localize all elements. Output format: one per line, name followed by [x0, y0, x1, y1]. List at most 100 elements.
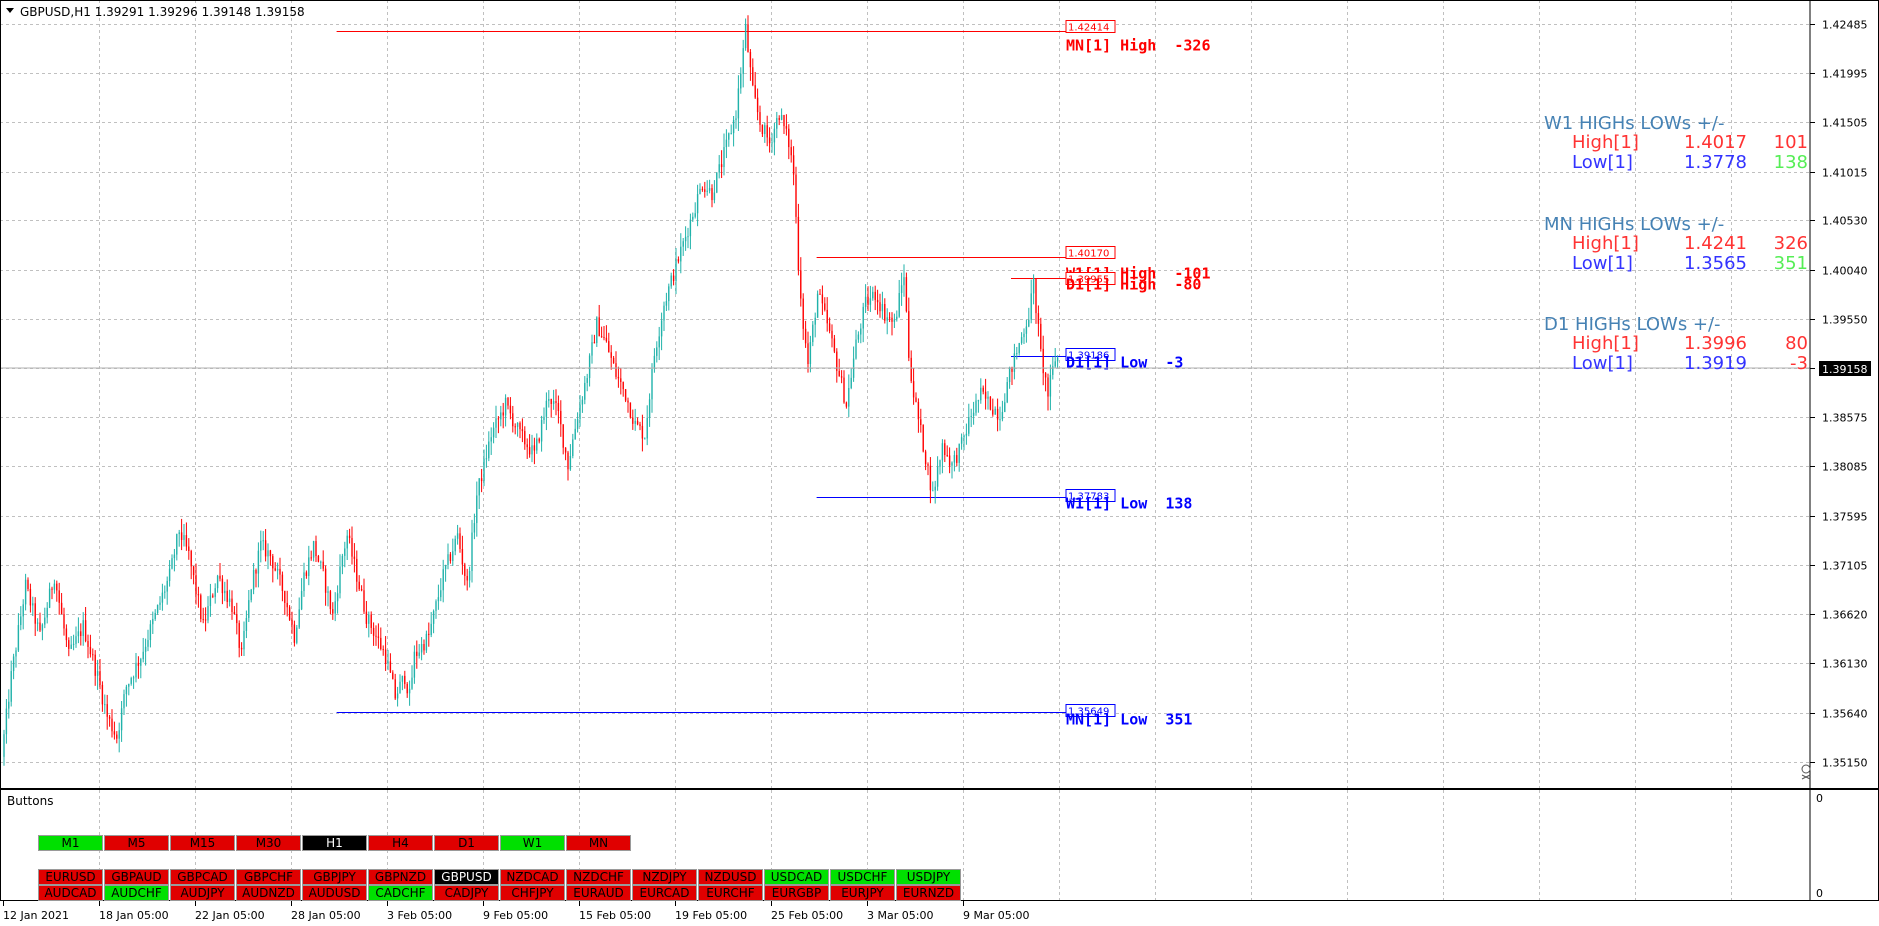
button-audcad[interactable]: AUDCAD [38, 885, 103, 901]
candle [924, 449, 927, 471]
button-m30[interactable]: M30 [236, 835, 301, 851]
info-high-diff: 80 [1785, 333, 1808, 354]
candle [87, 634, 89, 659]
button-usdjpy[interactable]: USDJPY [896, 869, 961, 885]
button-nzdchf[interactable]: NZDCHF [566, 869, 631, 885]
candle [300, 578, 303, 611]
candle [80, 623, 82, 646]
button-usdcad[interactable]: USDCAD [764, 869, 829, 885]
candle [39, 612, 41, 633]
candle [956, 447, 958, 467]
button-eurnzd[interactable]: EURNZD [896, 885, 961, 901]
info-block: W1 HIGHs LOWs +/-High[1] 1.4017 101 Low[1] 1… [1544, 113, 1808, 173]
button-gbpnzd[interactable]: GBPNZD [368, 869, 433, 885]
candle [32, 596, 34, 617]
button-m1[interactable]: M1 [38, 835, 103, 851]
candle [183, 524, 185, 547]
candle [298, 597, 300, 630]
button-nzdusd[interactable]: NZDUSD [698, 869, 763, 885]
candle [380, 627, 382, 651]
level-price-tag [1065, 272, 1116, 285]
button-eurchf[interactable]: EURCHF [698, 885, 763, 901]
info-low-label: Low[1] [1572, 353, 1633, 374]
candle [994, 406, 996, 415]
candle [783, 114, 785, 134]
button-m15[interactable]: M15 [170, 835, 235, 851]
button-nzdcad[interactable]: NZDCAD [500, 869, 565, 885]
button-h4[interactable]: H4 [368, 835, 433, 851]
candle [272, 553, 274, 583]
button-mn[interactable]: MN [566, 835, 631, 851]
candle [977, 399, 980, 413]
button-gbpaud[interactable]: GBPAUD [104, 869, 169, 885]
candle [329, 589, 332, 615]
price-tick-label: 1.37105 [1822, 560, 1868, 573]
info-title: D1 HIGHs LOWs +/- [1544, 314, 1721, 335]
level-label: D1[1] High -80 [1066, 276, 1201, 294]
candle [1044, 372, 1047, 392]
main-chart-panel[interactable]: 1.42414 MN[1] High -326 1.40170 W1[1] High … [0, 0, 1879, 789]
candle [185, 522, 188, 551]
info-low-diff: -3 [1790, 353, 1808, 374]
candle [22, 599, 24, 630]
button-eurgbp[interactable]: EURGBP [764, 885, 829, 901]
button-m5[interactable]: M5 [104, 835, 169, 851]
button-chfjpy[interactable]: CHFJPY [500, 885, 565, 901]
buttons-subwindow[interactable]: Buttons 0 0 M1 M5 M15 M30 H1 H4 D1 W1 MN EURUSD G… [0, 789, 1879, 901]
candle [204, 607, 207, 632]
button-euraud[interactable]: EURAUD [566, 885, 631, 901]
candle [221, 575, 224, 605]
candle [228, 589, 231, 607]
button-eurusd[interactable]: EURUSD [38, 869, 103, 885]
button-audusd[interactable]: AUDUSD [302, 885, 367, 901]
candle [490, 427, 492, 455]
button-eurcad[interactable]: EURCAD [632, 885, 697, 901]
candle [164, 585, 166, 599]
candle [812, 320, 814, 347]
chart-menu-arrow-icon[interactable] [6, 8, 14, 13]
button-gbpjpy[interactable]: GBPJPY [302, 869, 367, 885]
candle [735, 110, 737, 129]
candle [3, 729, 5, 766]
candle [840, 370, 843, 384]
button-h1[interactable]: H1 [302, 835, 367, 851]
candle [1013, 343, 1016, 380]
price-tick-label: 1.40530 [1822, 215, 1868, 228]
button-gbpchf[interactable]: GBPCHF [236, 869, 301, 885]
candle [8, 689, 10, 719]
button-nzdjpy[interactable]: NZDJPY [632, 869, 697, 885]
candle [627, 397, 629, 413]
button-gbpcad[interactable]: GBPCAD [170, 869, 235, 885]
candle [588, 353, 591, 387]
price-tick-label: 1.36620 [1822, 609, 1868, 622]
level-lines [336, 31, 1066, 713]
button-usdchf[interactable]: USDCHF [830, 869, 895, 885]
candle [75, 626, 77, 648]
button-w1[interactable]: W1 [500, 835, 565, 851]
button-eurjpy[interactable]: EURJPY [830, 885, 895, 901]
button-audchf[interactable]: AUDCHF [104, 885, 169, 901]
candle [905, 272, 908, 313]
candle [336, 585, 339, 614]
candle [212, 593, 214, 599]
button-gbpusd[interactable]: GBPUSD [434, 869, 499, 885]
candle [984, 378, 987, 410]
button-audjpy[interactable]: AUDJPY [170, 885, 235, 901]
button-audnzd[interactable]: AUDNZD [236, 885, 301, 901]
candle [804, 320, 807, 348]
candle [312, 540, 315, 562]
candle [144, 638, 147, 666]
button-d1[interactable]: D1 [434, 835, 499, 851]
candle [819, 289, 821, 295]
candle [1016, 346, 1018, 360]
candle [111, 709, 113, 738]
candle [682, 237, 684, 256]
candle [723, 133, 725, 176]
button-cadjpy[interactable]: CADJPY [434, 885, 499, 901]
candle [864, 284, 867, 314]
button-cadchf[interactable]: CADCHF [368, 885, 433, 901]
time-tick-label: 28 Jan 05:00 [291, 909, 361, 922]
candle [104, 694, 106, 714]
candle [572, 433, 574, 459]
